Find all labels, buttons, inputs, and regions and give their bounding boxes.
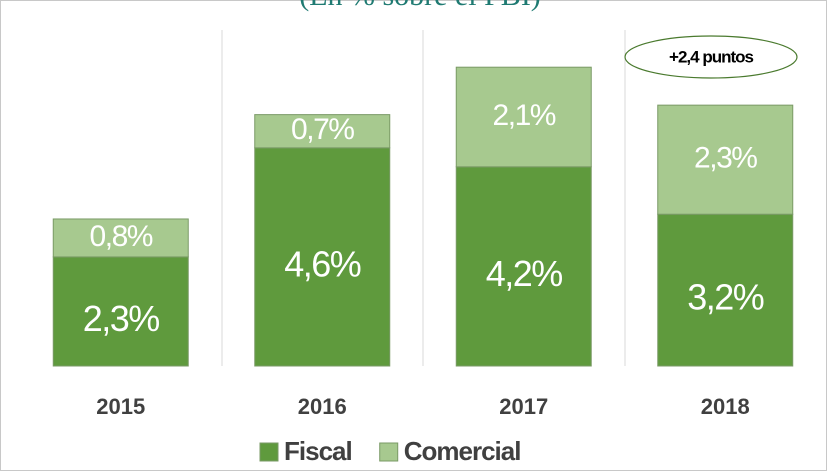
value-label: 4,6%: [284, 243, 361, 284]
value-label: 3,2%: [687, 277, 764, 318]
bar-segment: [52, 218, 189, 258]
legend-swatch: [259, 442, 279, 462]
x-tick-label: 2016: [298, 394, 347, 419]
annotation-ellipse: [624, 35, 798, 79]
x-tick-label: 2017: [499, 394, 548, 419]
x-tick-label: 2015: [96, 394, 145, 419]
bar-segment: [455, 166, 592, 367]
x-tick-label: 2018: [701, 394, 750, 419]
value-label: 0,8%: [90, 220, 153, 253]
chart-subtitle: (En % sobre el PBI): [299, 0, 541, 12]
bar-segment: [657, 104, 794, 215]
value-label: 2,1%: [493, 99, 556, 132]
bar-segment: [254, 114, 391, 149]
legend-swatch: [379, 442, 399, 462]
value-label: 0,7%: [291, 113, 354, 146]
bar-segment: [657, 213, 794, 367]
bar-segment: [455, 66, 592, 168]
legend-label: Comercial: [404, 436, 521, 466]
annotation: +2,4 puntos: [669, 47, 753, 66]
value-label: 4,2%: [486, 253, 563, 294]
bar-segment: [52, 256, 189, 367]
value-label: 2,3%: [83, 298, 160, 339]
legend-label: Fiscal: [284, 436, 352, 466]
value-label: 2,3%: [694, 142, 757, 175]
